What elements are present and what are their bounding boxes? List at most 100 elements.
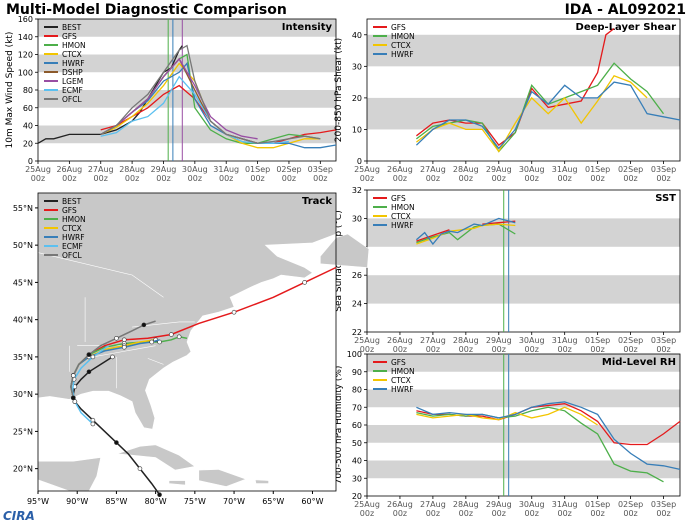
legend-label: BEST [62, 23, 82, 32]
legend-label: BEST [62, 197, 82, 206]
x-tick-label: 00z [156, 174, 170, 183]
page-title: Multi-Model Diagnostic Comparison [6, 2, 287, 18]
legend-label: HWRF [391, 385, 414, 394]
lat-tick-label: 50°N [13, 241, 33, 250]
x-tick-label: 00z [360, 345, 374, 354]
shaded-band [367, 275, 680, 304]
series-line-ofcl [100, 44, 321, 144]
x-tick-label: 00z [492, 345, 506, 354]
x-tick-label: 03Sep [651, 500, 676, 509]
legend-label: OFCL [62, 95, 82, 104]
track-point [70, 373, 76, 378]
panel-title: Track [302, 196, 332, 207]
track-point [90, 354, 96, 360]
track-line-best [72, 356, 161, 496]
x-tick-label: 28Aug [453, 500, 479, 509]
y-axis-label: 200-850 hPa Shear (kt) [334, 38, 344, 142]
y-tick-label: 100 [18, 68, 33, 77]
x-tick-label: 31Aug [552, 336, 578, 345]
legend-label: HMON [62, 215, 86, 224]
x-tick-label: 02Sep [618, 500, 643, 509]
shaded-band [38, 19, 336, 37]
x-tick-label: 00z [525, 345, 539, 354]
legend-label: CTCX [62, 224, 82, 233]
land-mass [198, 469, 247, 487]
y-tick-label: 30 [352, 214, 362, 223]
y-tick-label: 60 [23, 104, 33, 113]
x-tick-label: 01Sep [585, 336, 610, 345]
x-tick-label: 27Aug [420, 500, 446, 509]
y-tick-label: 20 [352, 492, 362, 501]
legend-label: GFS [391, 358, 406, 367]
land-mass [254, 479, 269, 484]
x-tick-label: 00z [313, 174, 327, 183]
x-tick-label: 02Sep [276, 165, 301, 174]
legend-label: OFCL [62, 251, 82, 260]
x-tick-label: 00z [125, 174, 139, 183]
x-tick-label: 02Sep [618, 336, 643, 345]
panel-intensity: 02040608010012014016025Aug00z26Aug00z27A… [5, 15, 337, 183]
x-tick-label: 26Aug [387, 500, 413, 509]
x-tick-label: 00z [282, 174, 296, 183]
legend-label: CTCX [62, 50, 82, 59]
x-tick-label: 00z [525, 174, 539, 183]
panel-rh: 203040506070809010025Aug00z26Aug00z27Aug… [334, 350, 681, 518]
y-tick-label: 30 [352, 474, 362, 483]
lat-tick-label: 35°N [13, 353, 33, 362]
lon-tick-label: 70°W [223, 497, 245, 506]
legend-label: GFS [391, 23, 406, 32]
x-tick-label: 29Aug [486, 500, 512, 509]
x-tick-label: 29Aug [151, 165, 177, 174]
x-tick-label: 31Aug [213, 165, 239, 174]
lon-tick-label: 90°W [66, 497, 88, 506]
x-tick-label: 25Aug [354, 165, 380, 174]
shaded-band [367, 460, 680, 479]
y-tick-label: 120 [18, 51, 33, 60]
series-line-hwrf [415, 81, 681, 150]
y-tick-label: 80 [352, 386, 362, 395]
x-tick-label: 29Aug [486, 165, 512, 174]
y-tick-label: 40 [352, 457, 362, 466]
x-tick-label: 26Aug [387, 165, 413, 174]
lon-tick-label: 95°W [27, 497, 49, 506]
track-point [157, 492, 162, 498]
y-tick-label: 26 [352, 271, 362, 280]
x-tick-label: 00z [525, 509, 539, 518]
y-tick-label: 80 [23, 86, 33, 95]
track-point [169, 332, 174, 337]
land-mass [37, 457, 102, 492]
legend-label: ECMF [62, 242, 83, 251]
legend-label: GFS [391, 194, 406, 203]
series-line-hwrf [100, 62, 337, 149]
legend-label: DSHP [62, 68, 83, 77]
x-tick-label: 26Aug [387, 336, 413, 345]
y-tick-label: 100 [347, 350, 362, 359]
x-tick-label: 00z [623, 174, 637, 183]
y-tick-label: 140 [18, 33, 33, 42]
x-tick-label: 00z [360, 509, 374, 518]
x-tick-label: 00z [656, 174, 670, 183]
track-point [114, 335, 119, 341]
x-tick-label: 28Aug [453, 336, 479, 345]
track-point [121, 337, 127, 343]
state-border [37, 252, 164, 298]
y-tick-label: 40 [352, 31, 362, 40]
shaded-band [38, 125, 336, 144]
track-point [86, 369, 92, 375]
panel-title: Deep-Layer Shear [576, 22, 677, 33]
x-tick-label: 31Aug [552, 500, 578, 509]
x-tick-label: 00z [557, 509, 571, 518]
x-tick-label: 00z [426, 174, 440, 183]
panel-title: Mid-Level RH [602, 357, 676, 368]
legend-label: HWRF [62, 59, 85, 68]
plot-background [367, 190, 680, 332]
y-tick-label: 32 [352, 186, 362, 195]
lon-tick-label: 75°W [184, 497, 206, 506]
state-border [92, 345, 156, 358]
x-tick-label: 00z [360, 174, 374, 183]
y-tick-label: 50 [352, 439, 362, 448]
x-tick-label: 27Aug [88, 165, 114, 174]
x-tick-label: 00z [62, 174, 76, 183]
shaded-band [367, 425, 680, 443]
x-tick-label: 00z [426, 345, 440, 354]
